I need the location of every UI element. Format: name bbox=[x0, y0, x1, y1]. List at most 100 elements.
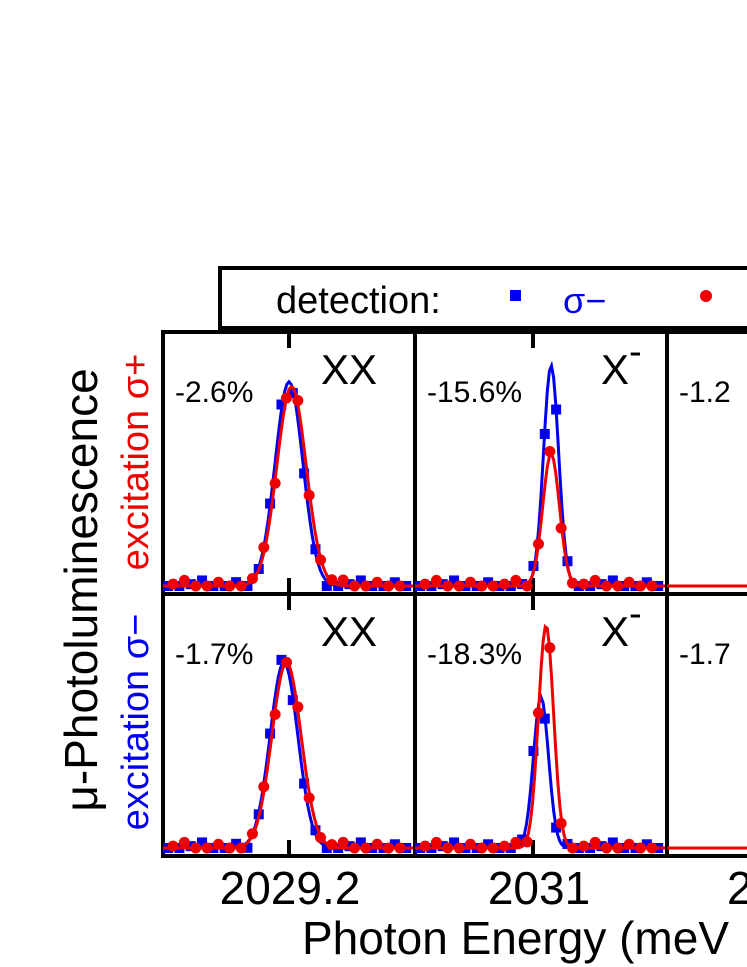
row-label-sigma-minus: excitation σ− bbox=[115, 614, 157, 831]
sigma-minus-point bbox=[607, 837, 618, 848]
sigma-plus-fit-line bbox=[163, 384, 415, 588]
x-axis-title: Photon Energy (meV bbox=[302, 912, 729, 964]
sigma-plus-point bbox=[190, 842, 202, 854]
sigma-minus-point bbox=[231, 577, 242, 588]
sigma-minus-point bbox=[517, 834, 528, 845]
sigma-plus-point bbox=[212, 576, 224, 588]
sigma-plus-point bbox=[442, 842, 454, 854]
sigma-plus-point bbox=[190, 580, 202, 592]
y-axis-title: μ-Photoluminescence bbox=[55, 368, 107, 811]
sigma-plus-point bbox=[349, 580, 361, 592]
sigma-plus-point bbox=[224, 580, 236, 592]
x-tick-label: 2029.2 bbox=[220, 862, 361, 914]
sigma-minus-point bbox=[299, 468, 310, 479]
panel-frame bbox=[665, 592, 747, 858]
sigma-plus-point bbox=[303, 792, 315, 804]
sigma-plus-point bbox=[567, 577, 578, 589]
sigma-minus-point bbox=[321, 843, 332, 853]
panel-peak-label: XX bbox=[321, 608, 377, 655]
sigma-minus-point bbox=[539, 713, 550, 724]
sigma-plus-point bbox=[315, 554, 326, 566]
sigma-plus-point bbox=[521, 580, 533, 592]
sigma-plus-point bbox=[167, 578, 179, 590]
panel-frame bbox=[161, 330, 417, 596]
sigma-plus-point bbox=[589, 574, 601, 586]
panel-percent-label: -1.2 bbox=[679, 376, 731, 409]
panel-peak-label: X bbox=[601, 608, 629, 655]
panel-percent-label: -1.7% bbox=[175, 638, 253, 671]
sigma-plus-point bbox=[623, 576, 635, 588]
sigma-plus-point bbox=[544, 446, 556, 458]
sigma-plus-point bbox=[589, 836, 601, 848]
sigma-plus-point bbox=[383, 580, 395, 592]
sigma-minus-point bbox=[607, 575, 618, 586]
sigma-plus-point bbox=[464, 838, 476, 850]
sigma-plus-point bbox=[635, 580, 647, 592]
sigma-minus-point bbox=[242, 842, 253, 853]
sigma-plus-point bbox=[371, 838, 383, 850]
legend-frame bbox=[218, 266, 747, 330]
sigma-plus-point bbox=[646, 842, 658, 854]
sigma-plus-point bbox=[419, 840, 431, 852]
sigma-minus-point bbox=[265, 728, 276, 739]
sigma-plus-point bbox=[578, 578, 590, 590]
sigma-plus-point bbox=[487, 580, 499, 592]
sigma-plus-point bbox=[476, 580, 488, 592]
sigma-plus-point bbox=[201, 580, 213, 592]
sigma-plus-point bbox=[498, 840, 510, 852]
sigma-plus-point bbox=[280, 392, 292, 404]
sigma-plus-point bbox=[280, 656, 292, 668]
panel-peak-label: X bbox=[601, 346, 629, 393]
sigma-plus-point bbox=[453, 580, 465, 592]
legend-sigma-plus-marker bbox=[700, 290, 712, 302]
sigma-minus-point bbox=[299, 778, 310, 789]
sigma-minus-point bbox=[355, 837, 366, 848]
sigma-plus-point bbox=[394, 580, 406, 592]
sigma-plus-point bbox=[292, 394, 304, 406]
sigma-minus-point bbox=[242, 581, 253, 591]
x-tick-label: 2 bbox=[727, 862, 747, 914]
legend-sigma-minus-marker bbox=[510, 290, 521, 301]
sigma-plus-point bbox=[178, 836, 190, 848]
sigma-minus-point bbox=[641, 839, 652, 850]
sigma-minus-point bbox=[483, 839, 494, 850]
panel-frame bbox=[161, 592, 417, 858]
sigma-minus-point bbox=[539, 428, 550, 439]
sigma-plus-point bbox=[464, 576, 476, 588]
sigma-minus-fit-line bbox=[163, 379, 415, 588]
sigma-plus-point bbox=[201, 842, 213, 854]
row-label-sigma-plus: excitation σ+ bbox=[115, 354, 157, 571]
panel-frame bbox=[665, 330, 747, 596]
sigma-plus-point bbox=[601, 842, 613, 854]
sigma-plus-point bbox=[224, 842, 236, 854]
sigma-minus-point bbox=[528, 745, 539, 756]
sigma-plus-point bbox=[442, 580, 454, 592]
sigma-plus-point bbox=[258, 541, 270, 553]
sigma-minus-point bbox=[641, 577, 652, 588]
sigma-plus-point bbox=[349, 842, 361, 854]
sigma-minus-point bbox=[449, 575, 460, 586]
sigma-minus-fit-line bbox=[163, 660, 415, 850]
legend-sigma-minus-label: σ− bbox=[563, 280, 606, 321]
sigma-plus-point bbox=[567, 842, 578, 854]
sigma-plus-point bbox=[578, 840, 590, 852]
sigma-plus-point bbox=[303, 489, 315, 501]
panel-peak-superscript: - bbox=[629, 331, 642, 373]
sigma-plus-point bbox=[326, 574, 338, 586]
sigma-plus-point bbox=[315, 831, 326, 843]
sigma-minus-point bbox=[310, 825, 321, 836]
sigma-plus-point bbox=[635, 842, 647, 854]
sigma-plus-point bbox=[521, 836, 533, 848]
legend: detection: σ− bbox=[218, 266, 747, 330]
sigma-plus-point bbox=[258, 781, 270, 793]
sigma-plus-point bbox=[292, 701, 304, 713]
sigma-minus-point bbox=[287, 388, 298, 399]
sigma-minus-point bbox=[231, 838, 242, 849]
sigma-minus-point bbox=[551, 404, 562, 415]
sigma-plus-point bbox=[394, 842, 406, 854]
sigma-plus-point bbox=[430, 836, 442, 848]
sigma-plus-point bbox=[498, 578, 510, 590]
sigma-minus-point bbox=[551, 822, 562, 833]
sigma-plus-point bbox=[235, 842, 247, 854]
x-tick-label: 2031 bbox=[488, 862, 590, 914]
